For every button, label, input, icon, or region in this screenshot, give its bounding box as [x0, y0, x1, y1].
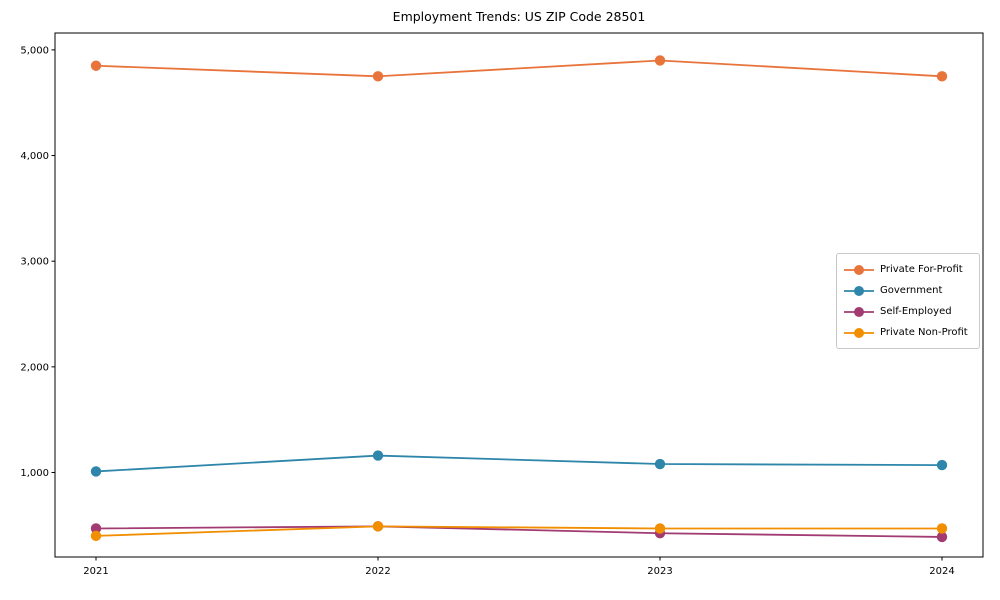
data-point-private-for-profit	[372, 71, 384, 82]
legend-marker-icon	[844, 327, 874, 338]
legend-sample-dot	[854, 285, 864, 296]
data-point-private-for-profit	[90, 60, 102, 71]
data-point-private-for-profit	[936, 71, 948, 82]
data-point-government	[372, 450, 384, 461]
y-tick-label: 5,000	[20, 45, 49, 56]
data-point-government	[936, 459, 948, 471]
data-point-self-employed	[936, 531, 948, 543]
x-tick-label: 2024	[929, 566, 954, 577]
data-point-government	[90, 466, 102, 477]
y-tick-label: 4,000	[20, 151, 49, 162]
data-point-private-non-profit	[372, 521, 384, 532]
data-point-private-non-profit	[90, 530, 102, 542]
x-tick-label: 2022	[365, 566, 390, 577]
chart-title: Employment Trends: US ZIP Code 28501	[392, 9, 646, 24]
legend-marker-icon	[844, 285, 874, 296]
data-point-private-non-profit	[936, 523, 948, 534]
y-tick-label: 1,000	[20, 468, 49, 479]
legend-item-government: Government	[844, 280, 972, 301]
legend: Private For-Profit Government Self-Employe…	[836, 253, 980, 349]
legend-marker-icon	[844, 264, 874, 275]
series-line-private-for-profit	[95, 59, 943, 78]
x-tick-label: 2023	[647, 566, 672, 577]
legend-label: Self-Employed	[880, 306, 952, 317]
legend-sample-dot	[854, 327, 864, 338]
legend-sample-dot	[854, 306, 864, 317]
data-point-government	[654, 458, 666, 470]
series-line-private-non-profit	[95, 525, 942, 537]
legend-item-self-employed: Self-Employed	[844, 301, 972, 322]
legend-label: Private Non-Profit	[880, 327, 968, 338]
plot-frame	[54, 32, 984, 558]
legend-marker-icon	[844, 306, 874, 317]
x-tick-label: 2021	[83, 566, 108, 577]
legend-sample-dot	[854, 264, 864, 275]
y-tick-label: 3,000	[20, 257, 49, 268]
legend-item-private-non-profit: Private Non-Profit	[844, 322, 972, 343]
data-point-private-for-profit	[654, 55, 666, 66]
legend-label: Private For-Profit	[880, 264, 963, 275]
data-point-self-employed	[90, 523, 102, 534]
series-line-government	[95, 454, 943, 473]
y-tick-label: 2,000	[20, 362, 49, 373]
legend-label: Government	[880, 285, 943, 296]
legend-item-private-for-profit: Private For-Profit	[844, 259, 972, 280]
series-line-self-employed	[95, 525, 943, 538]
data-point-private-non-profit	[654, 523, 666, 534]
